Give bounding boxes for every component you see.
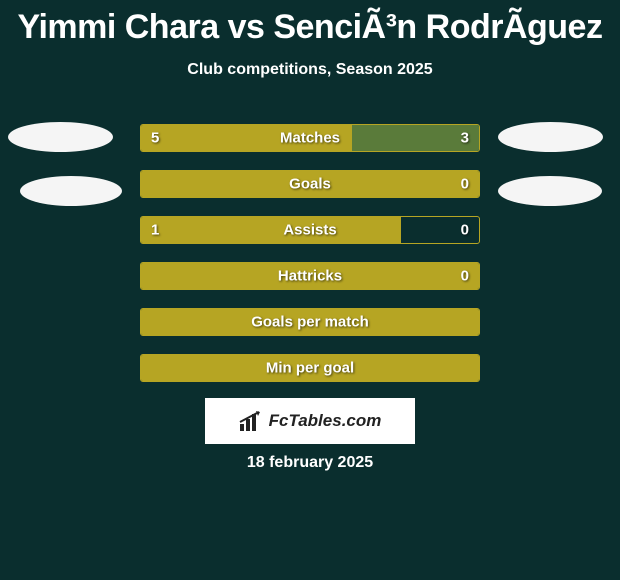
comparison-chart: 5 3 Matches 0 Goals 1 0 Assists 0 Hattricks Goals … bbox=[140, 124, 480, 400]
value-right: 0 bbox=[461, 176, 469, 193]
row-label: Matches bbox=[280, 130, 340, 147]
date-text: 18 february 2025 bbox=[0, 454, 620, 472]
page-title: Yimmi Chara vs SenciÃ³n RodrÃ­guez bbox=[0, 0, 620, 47]
row-label: Goals bbox=[289, 176, 331, 193]
value-right: 0 bbox=[461, 268, 469, 285]
row-label: Assists bbox=[283, 222, 336, 239]
right-avatar bbox=[498, 176, 602, 206]
logo: FcTables.com bbox=[205, 398, 415, 444]
right-avatar bbox=[498, 122, 603, 152]
value-right: 3 bbox=[461, 130, 469, 147]
stat-row: 1 0 Assists bbox=[140, 216, 480, 244]
stat-row: 5 3 Matches bbox=[140, 124, 480, 152]
logo-icon bbox=[239, 410, 265, 432]
left-avatar bbox=[8, 122, 113, 152]
logo-text: FcTables.com bbox=[269, 411, 382, 431]
row-label: Goals per match bbox=[251, 314, 369, 331]
row-label: Min per goal bbox=[266, 360, 354, 377]
bar-left bbox=[141, 217, 401, 243]
value-right: 0 bbox=[461, 222, 469, 239]
stat-row: Min per goal bbox=[140, 354, 480, 382]
stat-row: 0 Goals bbox=[140, 170, 480, 198]
row-label: Hattricks bbox=[278, 268, 342, 285]
left-avatar bbox=[20, 176, 122, 206]
value-left: 5 bbox=[151, 130, 159, 147]
stat-row: Goals per match bbox=[140, 308, 480, 336]
stat-row: 0 Hattricks bbox=[140, 262, 480, 290]
subtitle: Club competitions, Season 2025 bbox=[0, 61, 620, 79]
value-left: 1 bbox=[151, 222, 159, 239]
